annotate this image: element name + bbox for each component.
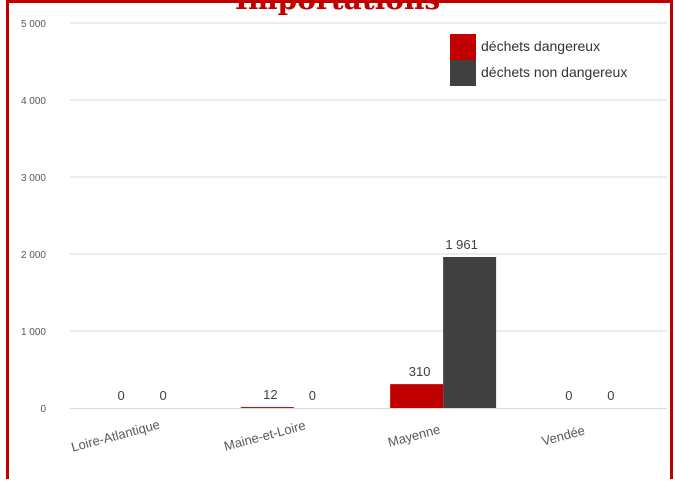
y-tick-label: 3 000 xyxy=(21,173,46,184)
y-tick-label: 4 000 xyxy=(21,96,46,107)
x-category-label: Loire-Atlantique xyxy=(70,417,162,455)
bar-dangerous xyxy=(240,407,294,408)
bar-non-dangerous xyxy=(443,257,497,408)
y-tick-label: 5 000 xyxy=(21,19,46,30)
x-category-label: Vendée xyxy=(540,423,586,449)
bar-dangerous xyxy=(390,384,444,408)
legend-swatch xyxy=(450,34,476,60)
x-category-label: Maine-et-Loire xyxy=(222,418,307,454)
data-label: 0 xyxy=(607,388,614,403)
legend-swatch xyxy=(450,60,476,86)
chart-title: Importations xyxy=(0,0,675,16)
chart-frame xyxy=(6,0,673,479)
y-tick-label: 2 000 xyxy=(21,250,46,261)
data-label: 0 xyxy=(160,388,167,403)
y-tick-label: 0 xyxy=(40,404,46,415)
legend-label: déchets dangereux xyxy=(481,38,600,54)
y-tick-label: 1 000 xyxy=(21,327,46,338)
data-label: 12 xyxy=(263,387,277,402)
data-label: 0 xyxy=(118,388,125,403)
legend-label: déchets non dangereux xyxy=(481,64,627,80)
data-label: 1 961 xyxy=(445,237,478,252)
data-label: 0 xyxy=(565,388,572,403)
data-label: 310 xyxy=(409,364,431,379)
data-label: 0 xyxy=(309,388,316,403)
x-category-label: Mayenne xyxy=(386,421,442,449)
